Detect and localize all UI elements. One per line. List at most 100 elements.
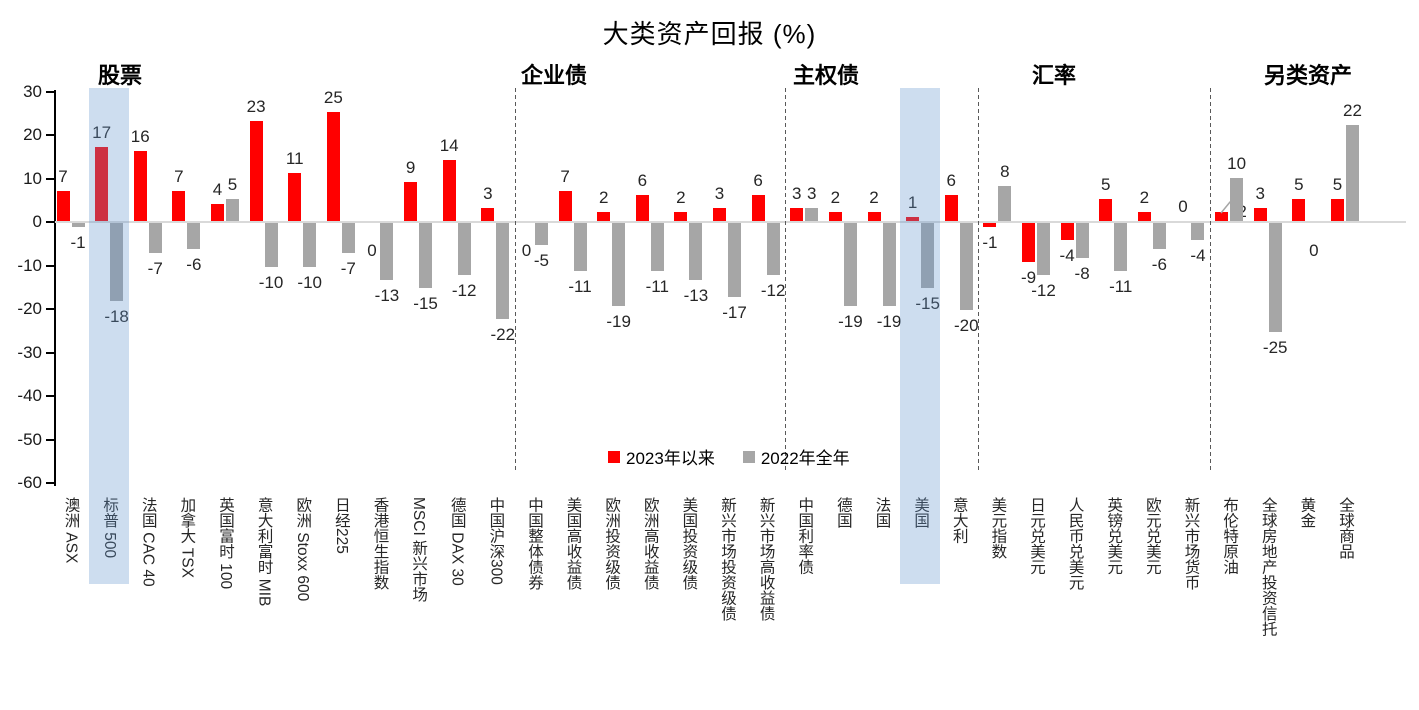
value-label-2022: 3 bbox=[807, 183, 817, 203]
category-label: 欧元兑美元 bbox=[1143, 497, 1161, 575]
value-label-2023: 6 bbox=[753, 170, 763, 190]
category-label: 新兴市场投资级债 bbox=[719, 497, 737, 621]
y-tick-label: 10 bbox=[23, 168, 42, 188]
value-label-2022: -20 bbox=[953, 316, 979, 335]
bar-2022 bbox=[1152, 223, 1166, 250]
y-tick-label: -30 bbox=[17, 342, 42, 362]
bar-2022 bbox=[264, 223, 278, 267]
category-label: 德国 bbox=[834, 497, 852, 528]
bar-2023 bbox=[481, 207, 495, 221]
legend: 2023年以来 2022年全年 bbox=[608, 444, 850, 469]
value-label-2023: 2 bbox=[598, 188, 609, 208]
y-axis-tick bbox=[46, 482, 54, 484]
bar-2022 bbox=[843, 223, 857, 306]
category-label: 法国 CAC 40 bbox=[139, 497, 157, 587]
bar-2022 bbox=[612, 223, 626, 306]
bar-2022 bbox=[689, 223, 703, 280]
category-label: 日经225 bbox=[332, 497, 350, 554]
category-label: MSCI 新兴市场 bbox=[410, 497, 428, 603]
value-label-2023: 3 bbox=[792, 183, 802, 203]
bar-2023 bbox=[635, 194, 649, 221]
section-header: 企业债 bbox=[521, 63, 588, 88]
category-label: 意大利 bbox=[950, 497, 968, 544]
value-label-2023: 0 bbox=[367, 241, 377, 260]
category-label: 新兴市场货币 bbox=[1182, 497, 1200, 590]
section-header: 另类资产 bbox=[1264, 63, 1353, 88]
bar-2023 bbox=[326, 112, 340, 221]
bar-2023 bbox=[404, 181, 418, 221]
value-label-2022: -15 bbox=[413, 294, 438, 314]
bar-2023 bbox=[1253, 207, 1267, 221]
bar-2022 bbox=[71, 223, 85, 228]
value-label-2022: 22 bbox=[1342, 101, 1362, 121]
value-label-2022: -5 bbox=[533, 250, 549, 270]
section-header: 股票 bbox=[98, 63, 143, 88]
bar-2022 bbox=[882, 223, 896, 306]
value-label-2022: -12 bbox=[451, 281, 477, 301]
value-label-2023: 5 bbox=[1101, 175, 1111, 195]
value-label-2023: 6 bbox=[946, 170, 956, 190]
value-label-2022: -6 bbox=[1151, 255, 1167, 275]
bar-2022 bbox=[1037, 223, 1050, 276]
y-tick-label: -10 bbox=[17, 255, 42, 275]
section-header: 主权债 bbox=[793, 63, 860, 88]
legend-swatch-2022-icon bbox=[742, 450, 755, 463]
value-label-2022: -19 bbox=[606, 311, 631, 331]
value-label-2023: 23 bbox=[246, 96, 266, 116]
category-label: 法国 bbox=[873, 497, 891, 528]
separator-line bbox=[978, 88, 980, 472]
bar-2022 bbox=[805, 207, 819, 221]
y-axis-tick bbox=[46, 90, 54, 93]
bar-2022 bbox=[341, 223, 355, 254]
bar-2023 bbox=[1022, 223, 1035, 263]
bar-2022 bbox=[728, 223, 742, 297]
value-label-2022: -11 bbox=[1109, 276, 1133, 296]
bar-2023 bbox=[1215, 212, 1229, 221]
chart-title: 大类资产回报 (%) bbox=[602, 19, 817, 49]
category-label: 澳洲 ASX bbox=[62, 497, 80, 564]
value-label-2022: -12 bbox=[760, 281, 786, 301]
bar-2023 bbox=[867, 212, 881, 221]
bar-2022 bbox=[573, 223, 587, 271]
value-label-2023: -4 bbox=[1059, 246, 1075, 266]
value-label-2022: -10 bbox=[297, 272, 322, 292]
bar-2022 bbox=[187, 223, 201, 250]
value-label-2022: -7 bbox=[147, 259, 163, 279]
legend-item-2022: 2022年全年 bbox=[742, 444, 850, 469]
value-label-2022: -19 bbox=[876, 311, 902, 331]
y-tick-label: -60 bbox=[17, 473, 42, 492]
value-label-2023: 6 bbox=[637, 170, 648, 190]
value-label-2023: 7 bbox=[560, 166, 570, 186]
y-axis-tick bbox=[46, 221, 54, 223]
bar-2023 bbox=[597, 212, 611, 221]
bar-2023 bbox=[288, 173, 302, 221]
value-label-2023: 7 bbox=[174, 166, 184, 186]
value-label-2023: 16 bbox=[130, 127, 150, 147]
bar-2022 bbox=[380, 223, 394, 280]
value-label-2023: 9 bbox=[405, 157, 416, 177]
value-label-2022: -22 bbox=[490, 324, 516, 344]
bar-2022 bbox=[766, 223, 780, 276]
bar-2022 bbox=[534, 223, 548, 245]
bar-2022 bbox=[1268, 223, 1282, 332]
separator-line bbox=[514, 88, 516, 472]
value-label-2022: -25 bbox=[1262, 337, 1288, 357]
category-label: 欧洲高收益债 bbox=[641, 497, 659, 590]
bar-2022 bbox=[921, 223, 935, 289]
bar-2022 bbox=[1191, 223, 1205, 241]
value-label-2022: -11 bbox=[645, 276, 669, 296]
zero-line bbox=[55, 221, 1406, 223]
value-label-2023: 3 bbox=[483, 183, 493, 203]
bar-2022 bbox=[110, 223, 124, 302]
category-label: 中国整体债券 bbox=[525, 497, 543, 590]
bar-2023 bbox=[751, 194, 765, 221]
bar-2022 bbox=[303, 223, 317, 267]
category-label: 美元指数 bbox=[989, 497, 1007, 559]
category-label: 英镑兑美元 bbox=[1105, 497, 1123, 575]
value-label-2023: 2 bbox=[676, 188, 686, 208]
value-label-2022: -12 bbox=[1031, 281, 1056, 301]
category-label: 欧洲 Stoxx 600 bbox=[294, 497, 312, 602]
bar-2023 bbox=[249, 120, 263, 221]
category-label: 全球房地产投资信托 bbox=[1259, 497, 1277, 637]
bar-2022 bbox=[1114, 223, 1128, 271]
